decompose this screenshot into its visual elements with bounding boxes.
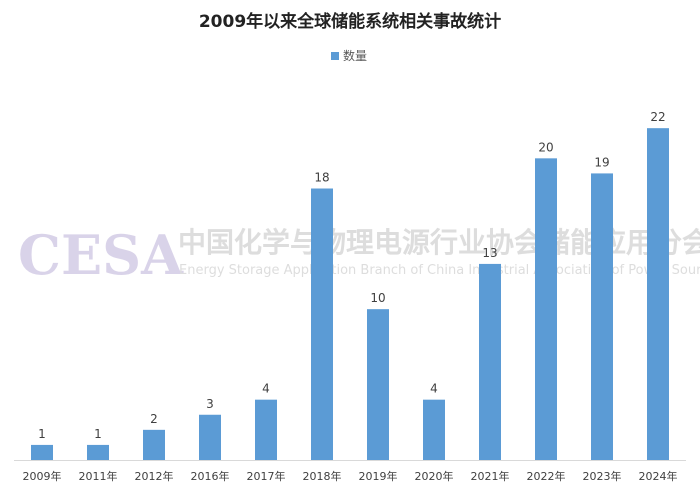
x-tick-label-2: 2012年: [135, 469, 174, 483]
data-label-7: 4: [430, 382, 438, 396]
watermark-chinese-title: 中国化学与物理电源行业协会储能应用分会: [178, 226, 700, 259]
bar-0: [31, 444, 53, 460]
x-tick-label-3: 2016年: [191, 469, 230, 483]
bar-6: [367, 309, 389, 460]
data-label-5: 18: [314, 171, 329, 185]
x-tick-label-7: 2020年: [415, 469, 454, 483]
x-tick-label-10: 2023年: [583, 469, 622, 483]
x-tick-label-11: 2024年: [639, 469, 678, 483]
x-tick-label-0: 2009年: [23, 469, 62, 483]
x-tick-label-1: 2011年: [79, 469, 118, 483]
bar-2: [143, 429, 165, 460]
data-label-6: 10: [370, 291, 385, 305]
x-tick-label-8: 2021年: [471, 469, 510, 483]
bar-4: [255, 399, 277, 460]
bar-9: [535, 158, 557, 461]
x-tick-label-5: 2018年: [303, 469, 342, 483]
bar-7: [423, 399, 445, 460]
x-tick-label-4: 2017年: [247, 469, 286, 483]
watermark-logo: CESA: [18, 223, 184, 287]
bar-10: [591, 173, 613, 460]
data-label-10: 19: [594, 155, 609, 169]
legend-label-count: 数量: [343, 48, 367, 63]
x-tick-label-6: 2019年: [359, 469, 398, 483]
data-label-2: 2: [150, 412, 158, 426]
legend: 数量: [331, 48, 367, 63]
legend-swatch: [331, 52, 339, 60]
bar-5: [311, 188, 333, 460]
data-label-1: 1: [94, 427, 102, 441]
bar-11: [647, 128, 669, 460]
data-label-4: 4: [262, 382, 270, 396]
data-label-11: 22: [650, 110, 665, 124]
bar-3: [199, 414, 221, 460]
watermark-english-title: Energy Storage Application Branch of Chi…: [179, 263, 700, 278]
data-label-8: 13: [482, 246, 497, 260]
x-tick-label-9: 2022年: [527, 469, 566, 483]
data-label-0: 1: [38, 427, 46, 441]
bar-1: [87, 444, 109, 460]
plot-area: 1 2009年 1 2011年 2 2012年 3 2016年 4 2017年 18 2018年 10 2…: [14, 110, 686, 483]
data-label-9: 20: [538, 140, 553, 154]
chart-title: 2009年以来全球储能系统相关事故统计: [199, 11, 501, 32]
data-label-3: 3: [206, 397, 214, 411]
bar-8: [479, 263, 501, 460]
